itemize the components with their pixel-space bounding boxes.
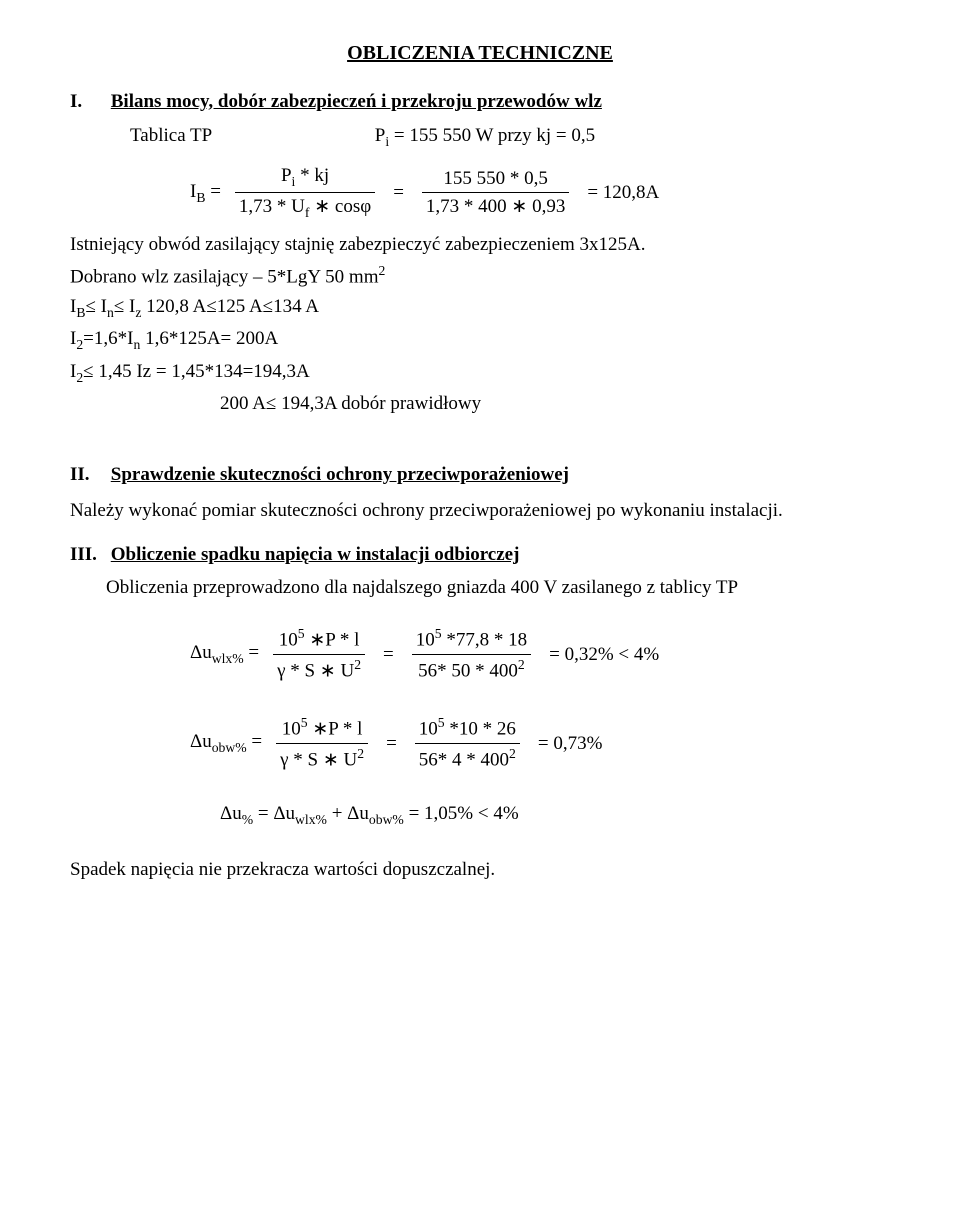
eq-wlx-frac-b: 105 *77,8 * 18 56* 50 * 4002 — [412, 625, 531, 684]
equation-obw: Δuobw% = 105 ∗P * l γ * S ∗ U2 = 105 *10… — [190, 708, 890, 779]
section-3-number: III. — [70, 542, 106, 568]
tablica-value: Pi = 155 550 W przy kj = 0,5 — [375, 125, 595, 146]
eq-ib-frac-a-den: 1,73 * Uf ∗ cosφ — [235, 193, 375, 222]
eq-obw-frac-b-den: 56* 4 * 4002 — [415, 744, 520, 773]
sum-line: Δu% = Δuwlx% + Δuobw% = 1,05% < 4% — [220, 801, 890, 829]
tablica-label: Tablica TP — [130, 123, 370, 149]
eq-obw-frac-b-num: 105 *10 * 26 — [415, 714, 520, 744]
sec1-l4: 200 A≤ 194,3A dobór prawidłowy — [220, 391, 890, 417]
eq-wlx-frac-a-den: γ * S ∗ U2 — [273, 655, 365, 684]
section-2-number: II. — [70, 462, 106, 488]
eq-wlx-left: Δuwlx% = — [190, 640, 259, 668]
section-1-title: Bilans mocy, dobór zabezpieczeń i przekr… — [111, 91, 602, 112]
sec1-l3: I2≤ 1,45 Iz = 1,45*134=194,3A — [70, 359, 890, 387]
eq-ib-frac-a: Pi * kj 1,73 * Uf ∗ cosφ — [235, 163, 375, 223]
sec1-p2: Dobrano wlz zasilający – 5*LgY 50 mm2 — [70, 262, 890, 290]
eq-sign: = — [389, 180, 408, 206]
eq-wlx-frac-a-num: 105 ∗P * l — [273, 625, 365, 655]
eq-wlx-frac-b-num: 105 *77,8 * 18 — [412, 625, 531, 655]
section-3-title: Obliczenie spadku napięcia w instalacji … — [111, 544, 520, 565]
sec1-l1: IB≤ In≤ Iz 120,8 A≤125 A≤134 A — [70, 294, 890, 322]
section-2-heading: II. Sprawdzenie skuteczności ochrony prz… — [70, 462, 890, 488]
eq-ib-result: = 120,8A — [583, 180, 663, 206]
eq-obw-frac-a-den: γ * S ∗ U2 — [276, 744, 368, 773]
eq-sign: = — [379, 642, 398, 668]
eq-wlx-result: = 0,32% < 4% — [545, 642, 663, 668]
eq-wlx-frac-a: 105 ∗P * l γ * S ∗ U2 — [273, 625, 365, 684]
eq-ib-frac-a-num: Pi * kj — [235, 163, 375, 193]
sec3-p1: Obliczenia przeprowadzono dla najdalszeg… — [106, 575, 890, 601]
eq-ib-left: IB = — [190, 179, 221, 207]
eq-ib-frac-b-num: 155 550 * 0,5 — [422, 166, 569, 194]
eq-obw-result: = 0,73% — [534, 731, 607, 757]
eq-obw-frac-b: 105 *10 * 26 56* 4 * 4002 — [415, 714, 520, 773]
eq-wlx-frac-b-den: 56* 50 * 4002 — [412, 655, 531, 684]
eq-obw-left: Δuobw% = — [190, 729, 262, 757]
section-1-body: Tablica TP Pi = 155 550 W przy kj = 0,5 … — [130, 123, 890, 229]
section-3-heading: III. Obliczenie spadku napięcia w instal… — [70, 542, 890, 568]
equation-ib: IB = Pi * kj 1,73 * Uf ∗ cosφ = 155 550 … — [190, 163, 663, 223]
sec1-p1: Istniejący obwód zasilający stajnię zabe… — [70, 232, 890, 258]
section-1-number: I. — [70, 89, 106, 115]
tablica-row: Tablica TP Pi = 155 550 W przy kj = 0,5 — [130, 123, 890, 151]
page-title: OBLICZENIA TECHNICZNE — [70, 40, 890, 67]
eq-sign: = — [382, 731, 401, 757]
final-paragraph: Spadek napięcia nie przekracza wartości … — [70, 857, 890, 883]
section-2-title: Sprawdzenie skuteczności ochrony przeciw… — [111, 464, 569, 485]
eq-obw-frac-a: 105 ∗P * l γ * S ∗ U2 — [276, 714, 368, 773]
equation-wlx: Δuwlx% = 105 ∗P * l γ * S ∗ U2 = 105 *77… — [190, 619, 890, 690]
document-page: OBLICZENIA TECHNICZNE I. Bilans mocy, do… — [0, 0, 960, 1208]
section-1-heading: I. Bilans mocy, dobór zabezpieczeń i prz… — [70, 89, 890, 115]
eq-ib-frac-b-den: 1,73 * 400 ∗ 0,93 — [422, 193, 569, 220]
eq-ib-frac-b: 155 550 * 0,5 1,73 * 400 ∗ 0,93 — [422, 166, 569, 220]
sec1-l2: I2=1,6*In 1,6*125A= 200A — [70, 326, 890, 354]
eq-obw-frac-a-num: 105 ∗P * l — [276, 714, 368, 744]
sec2-p1: Należy wykonać pomiar skuteczności ochro… — [70, 498, 890, 524]
